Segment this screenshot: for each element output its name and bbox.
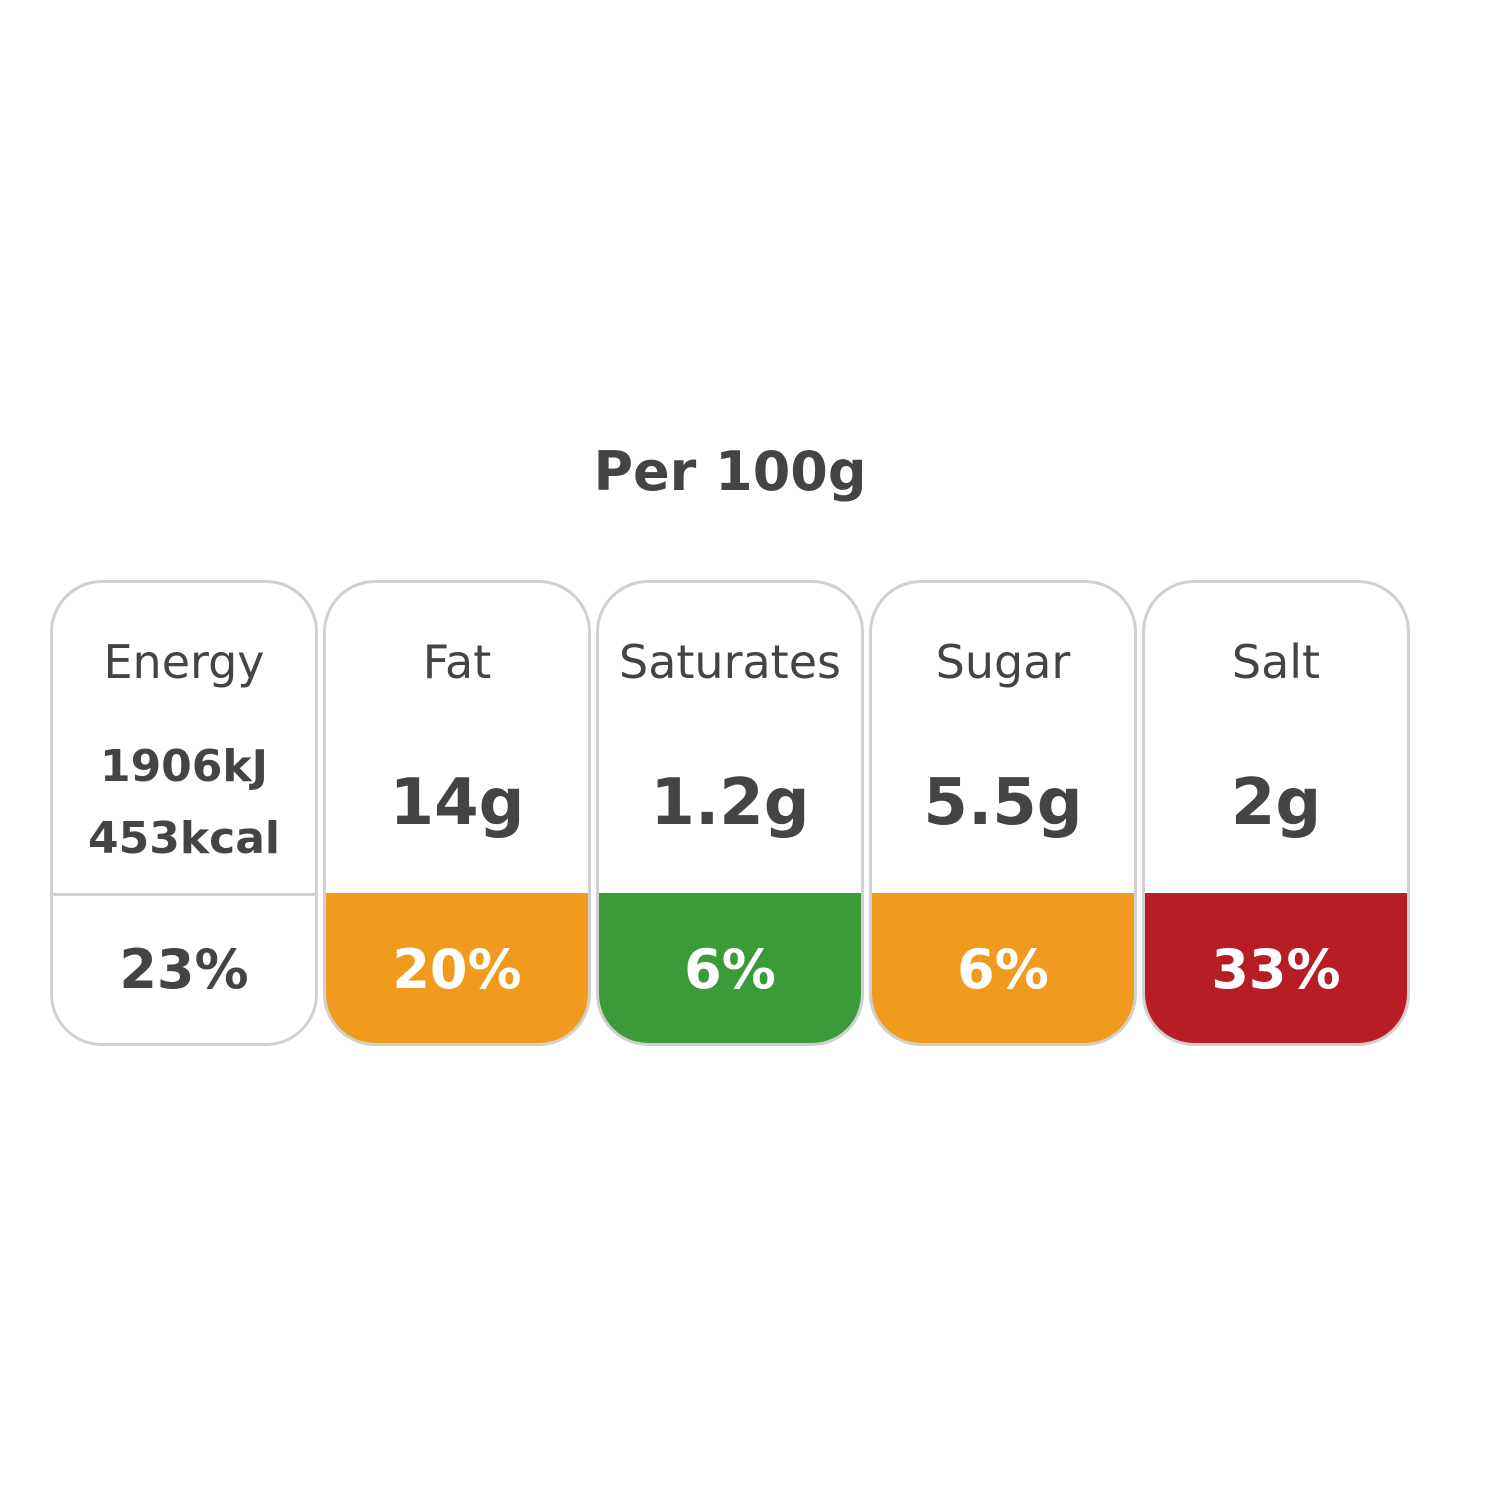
- amount: 453kcal: [88, 813, 280, 864]
- amount: 14g: [389, 766, 525, 840]
- card-top: Salt 2g: [1145, 583, 1407, 893]
- title: Per 100g: [593, 440, 867, 503]
- card-top: Saturates 1.2g: [599, 583, 861, 893]
- amounts: 2g: [1145, 713, 1407, 893]
- amounts: 1906kJ 453kcal: [53, 713, 315, 893]
- nutrient-card: Saturates 1.2g 6%: [596, 580, 864, 1046]
- nutrient-label: Fat: [422, 635, 492, 689]
- nutrient-card: Sugar 5.5g 6%: [869, 580, 1137, 1046]
- nutrient-card: Energy 1906kJ 453kcal 23%: [50, 580, 318, 1046]
- amount: 2g: [1230, 766, 1322, 840]
- amount: 1.2g: [650, 766, 810, 840]
- percent: 20%: [326, 893, 588, 1043]
- card-top: Fat 14g: [326, 583, 588, 893]
- nutrient-label: Sugar: [935, 635, 1071, 689]
- percent: 23%: [53, 893, 315, 1043]
- percent: 6%: [872, 893, 1134, 1043]
- amount: 5.5g: [923, 766, 1083, 840]
- percent: 33%: [1145, 893, 1407, 1043]
- amounts: 1.2g: [599, 713, 861, 893]
- nutrient-label: Energy: [103, 635, 265, 689]
- nutrient-label: Saturates: [619, 635, 841, 689]
- nutrient-card: Salt 2g 33%: [1142, 580, 1410, 1046]
- nutrient-card: Fat 14g 20%: [323, 580, 591, 1046]
- card-top: Energy 1906kJ 453kcal: [53, 583, 315, 893]
- amounts: 14g: [326, 713, 588, 893]
- card-top: Sugar 5.5g: [872, 583, 1134, 893]
- nutrient-label: Salt: [1231, 635, 1321, 689]
- percent: 6%: [599, 893, 861, 1043]
- amount: 1906kJ: [99, 741, 269, 792]
- amounts: 5.5g: [872, 713, 1134, 893]
